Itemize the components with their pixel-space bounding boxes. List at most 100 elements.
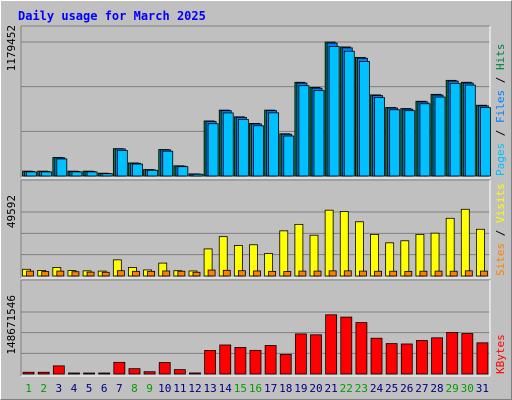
x-tick-label-day-15: 15 bbox=[234, 382, 247, 395]
x-tick-label-day-6: 6 bbox=[101, 382, 108, 395]
bar-kbytes-day-6 bbox=[98, 372, 111, 375]
legend-label-visits-2: Visits bbox=[494, 183, 507, 223]
bar-kbytes-day-2 bbox=[37, 371, 50, 375]
x-tick-label-day-14: 14 bbox=[219, 382, 233, 395]
x-tick-label-day-11: 11 bbox=[173, 382, 186, 395]
bar-sites-day-11 bbox=[177, 270, 186, 277]
bar-pages-day-19 bbox=[298, 85, 310, 177]
bar-pages-day-7 bbox=[116, 150, 128, 177]
bar-kbytes-day-15 bbox=[234, 347, 247, 375]
bar-sites-day-9 bbox=[147, 270, 155, 277]
bar-sites-day-7 bbox=[116, 270, 125, 277]
x-tick-label-day-27: 27 bbox=[415, 382, 428, 395]
x-tick-label-day-17: 17 bbox=[264, 382, 277, 395]
bar-kbytes-day-1 bbox=[22, 371, 35, 375]
bar-kbytes-day-24 bbox=[370, 337, 383, 375]
x-tick-label-day-26: 26 bbox=[400, 382, 413, 395]
bar-kbytes-day-30 bbox=[461, 333, 474, 375]
bar-sites-day-17 bbox=[268, 270, 277, 277]
legend-label-visits-0: Sites bbox=[494, 243, 507, 276]
bar-visits-day-30 bbox=[460, 208, 470, 277]
bar-pages-day-5 bbox=[86, 171, 98, 177]
bar-sites-day-31 bbox=[480, 270, 488, 277]
bar-visits-day-31 bbox=[476, 228, 485, 277]
bar-kbytes-day-9 bbox=[143, 371, 156, 375]
bar-pages-day-11 bbox=[177, 166, 189, 177]
bar-sites-day-26 bbox=[404, 270, 413, 277]
bar-kbytes-day-16 bbox=[249, 349, 262, 375]
bar-sites-day-19 bbox=[298, 270, 307, 277]
bar-sites-day-14 bbox=[222, 269, 231, 277]
bar-sites-day-4 bbox=[71, 271, 80, 277]
bar-pages-day-9 bbox=[147, 169, 158, 177]
bar-pages-day-26 bbox=[404, 110, 416, 177]
bar-kbytes-day-27 bbox=[416, 340, 428, 375]
x-tick-label-day-13: 13 bbox=[203, 382, 216, 395]
bar-pages-day-4 bbox=[71, 171, 83, 177]
bar-pages-day-1 bbox=[26, 171, 37, 177]
bar-kbytes-day-29 bbox=[446, 332, 459, 375]
x-tick-label-day-5: 5 bbox=[86, 382, 93, 395]
x-tick-label-day-12: 12 bbox=[188, 382, 201, 395]
x-tick-label-day-7: 7 bbox=[116, 382, 123, 395]
bar-sites-day-15 bbox=[237, 270, 246, 277]
bar-visits-day-29 bbox=[445, 217, 455, 277]
bar-kbytes-day-3 bbox=[52, 365, 65, 375]
bar-visits-day-28 bbox=[430, 232, 440, 277]
bar-visits-day-22 bbox=[339, 211, 349, 277]
bar-sites-day-22 bbox=[343, 270, 352, 277]
x-tick-label-day-25: 25 bbox=[385, 382, 398, 395]
x-tick-label-day-24: 24 bbox=[370, 382, 384, 395]
bar-kbytes-day-25 bbox=[385, 343, 398, 375]
bar-kbytes-day-10 bbox=[158, 362, 171, 375]
bar-sites-day-25 bbox=[389, 270, 398, 277]
bar-pages-day-18 bbox=[283, 135, 295, 177]
legend-label-visits-1: / bbox=[494, 223, 507, 243]
bar-sites-day-10 bbox=[162, 270, 171, 277]
bar-pages-day-8 bbox=[132, 163, 143, 177]
bar-visits-day-18 bbox=[279, 230, 289, 277]
x-tick-label-day-2: 2 bbox=[40, 382, 47, 395]
bar-sites-day-23 bbox=[359, 270, 367, 277]
legend-label-hits-3: / bbox=[494, 70, 507, 90]
bar-sites-day-21 bbox=[328, 270, 337, 277]
bar-pages-day-25 bbox=[389, 109, 401, 177]
legend-label-kbytes-0: KBytes bbox=[494, 334, 507, 374]
bar-visits-day-20 bbox=[309, 234, 319, 277]
x-tick-label-day-21: 21 bbox=[325, 382, 338, 395]
bar-kbytes-day-5 bbox=[83, 372, 95, 375]
legend-label-hits-4: Hits bbox=[494, 44, 507, 71]
bar-visits-day-24 bbox=[370, 234, 379, 277]
legend-label-hits-1: / bbox=[494, 123, 507, 143]
x-tick-label-day-18: 18 bbox=[279, 382, 292, 395]
bar-kbytes-day-26 bbox=[400, 343, 413, 375]
bar-kbytes-day-13 bbox=[204, 350, 217, 375]
bar-sites-day-3 bbox=[56, 270, 65, 277]
bar-sites-day-29 bbox=[449, 270, 458, 277]
panel-visits-ymax-label: 49592 bbox=[5, 195, 18, 228]
bar-sites-day-2 bbox=[41, 271, 50, 277]
panel-hits-ymax-label: 1179452 bbox=[5, 25, 18, 71]
bar-kbytes-day-31 bbox=[476, 342, 489, 375]
bar-kbytes-day-11 bbox=[173, 369, 186, 375]
bar-pages-day-2 bbox=[41, 171, 53, 177]
bar-pages-day-13 bbox=[207, 123, 219, 177]
panel-visits-side-legend: Sites / Visits bbox=[494, 183, 507, 276]
x-tick-label-day-4: 4 bbox=[71, 382, 78, 395]
bar-pages-day-20 bbox=[313, 90, 325, 177]
bar-visits-day-26 bbox=[400, 240, 410, 277]
bar-sites-day-16 bbox=[253, 270, 261, 277]
bar-visits-day-23 bbox=[355, 221, 364, 277]
bar-kbytes-day-4 bbox=[68, 372, 80, 375]
bar-sites-day-28 bbox=[434, 270, 443, 277]
x-tick-label-day-8: 8 bbox=[131, 382, 138, 395]
bar-sites-day-13 bbox=[207, 269, 216, 277]
x-tick-label-day-3: 3 bbox=[56, 382, 63, 395]
panel-kbytes-ymax-label: 148671546 bbox=[5, 295, 18, 355]
bar-kbytes-day-8 bbox=[128, 368, 141, 375]
bar-pages-day-22 bbox=[343, 50, 355, 177]
x-tick-label-day-28: 28 bbox=[430, 382, 443, 395]
legend-label-hits-2: Files bbox=[494, 90, 507, 123]
bar-kbytes-day-14 bbox=[219, 344, 232, 375]
bar-pages-day-16 bbox=[253, 125, 264, 177]
